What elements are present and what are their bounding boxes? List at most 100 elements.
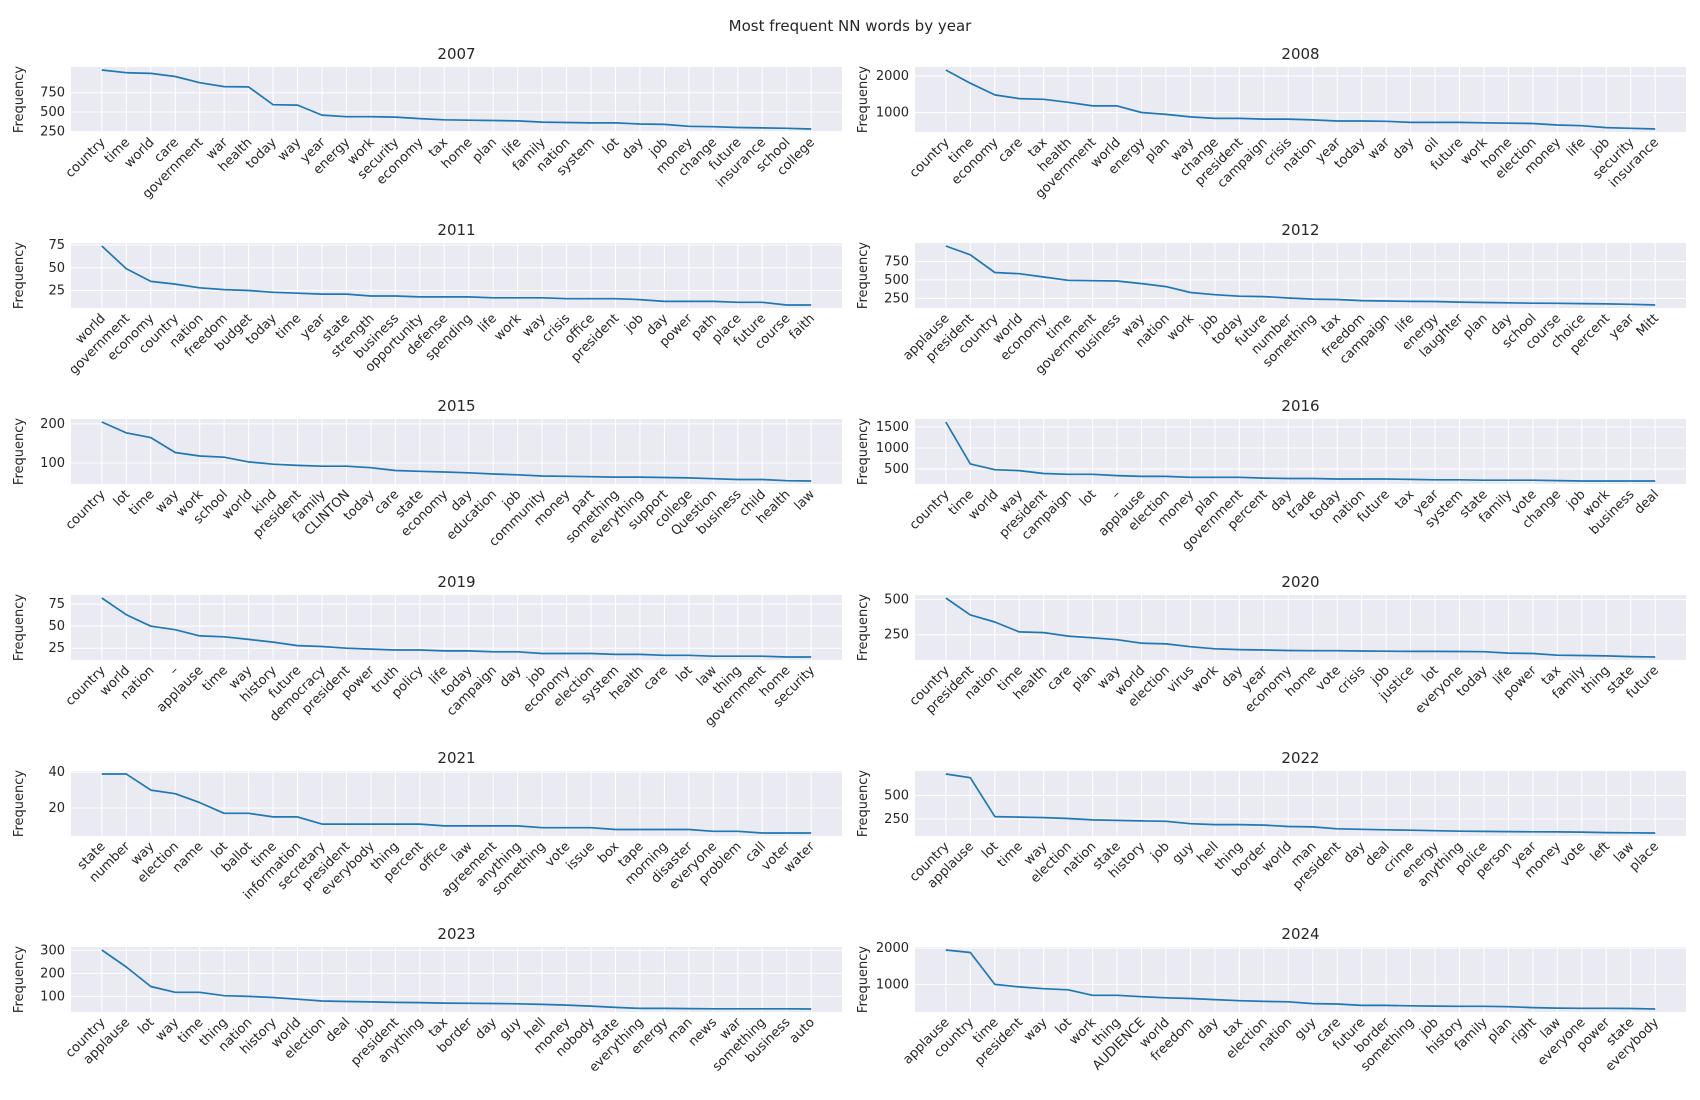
x-tick-label: time [200, 663, 231, 694]
data-point [1605, 126, 1607, 128]
data-point [174, 629, 176, 631]
data-point [296, 104, 298, 106]
data-point [125, 966, 127, 968]
data-point [761, 127, 763, 129]
x-tick-label: war [1365, 135, 1393, 163]
data-point [1507, 1005, 1509, 1007]
y-tick-label: 50 [48, 261, 65, 276]
data-point [639, 476, 641, 478]
data-point [1434, 1005, 1436, 1007]
data-point [419, 823, 421, 825]
y-tick-label: 100 [40, 989, 65, 1004]
data-point [443, 119, 445, 121]
data-point [712, 1008, 714, 1010]
data-point [394, 295, 396, 297]
data-point [1165, 113, 1167, 115]
data-point [1042, 98, 1044, 100]
data-point [419, 649, 421, 651]
data-point [639, 653, 641, 655]
data-point [663, 476, 665, 478]
data-point [590, 652, 592, 654]
y-tick-label: 20 [48, 801, 65, 816]
data-point [247, 461, 249, 463]
x-tick-label: news [686, 1015, 721, 1050]
data-point [419, 1001, 421, 1003]
data-point [969, 463, 971, 465]
data-point [1263, 295, 1265, 297]
data-point [1140, 282, 1142, 284]
data-point [468, 825, 470, 827]
y-tick-label: 25 [48, 641, 65, 656]
data-point [394, 649, 396, 651]
data-point [541, 475, 543, 477]
data-point [614, 476, 616, 478]
data-point [1238, 295, 1240, 297]
plot-area [71, 243, 842, 308]
data-point [223, 288, 225, 290]
subplot-title: 2011 [437, 221, 475, 239]
data-point [492, 119, 494, 121]
data-point [1018, 97, 1020, 99]
data-point [1605, 655, 1607, 657]
x-tick-label: deal [1632, 487, 1662, 517]
data-point [174, 283, 176, 285]
y-tick-label: 200 [40, 966, 65, 981]
data-point [296, 998, 298, 1000]
data-point [247, 812, 249, 814]
data-point [994, 983, 996, 985]
x-tick-label: law [792, 487, 819, 514]
x-tick-label: day [472, 1015, 500, 1043]
data-point [565, 297, 567, 299]
data-point [370, 823, 372, 825]
data-point [1165, 475, 1167, 477]
y-axis-label: Frequency [12, 946, 27, 1013]
data-point [663, 123, 665, 125]
data-point [688, 300, 690, 302]
x-tick-label: guy [497, 1015, 525, 1043]
x-tick-label: lot [600, 135, 622, 157]
x-tick-label: applause [154, 663, 206, 715]
data-point [737, 830, 739, 832]
data-point [516, 120, 518, 122]
data-point [101, 69, 103, 71]
data-point [614, 1006, 616, 1008]
subplot-title: 2016 [1281, 397, 1319, 415]
data-point [1067, 279, 1069, 281]
data-point [737, 1008, 739, 1010]
data-point [1507, 830, 1509, 832]
data-point [1336, 649, 1338, 651]
data-point [419, 296, 421, 298]
series-line [945, 69, 1656, 130]
data-point [492, 651, 494, 653]
y-axis-label: Frequency [856, 418, 871, 485]
data-point [1654, 480, 1656, 482]
x-tick-label: country [63, 135, 109, 181]
data-point [994, 94, 996, 96]
data-point [1263, 118, 1265, 120]
data-point [492, 297, 494, 299]
data-point [1581, 831, 1583, 833]
data-point [1312, 119, 1314, 121]
data-point [786, 304, 788, 306]
data-point [321, 465, 323, 467]
y-tick-label: 75 [48, 597, 65, 612]
x-tick-label: care [996, 135, 1027, 166]
data-point [1140, 996, 1142, 998]
x-tick-label: vote [1558, 839, 1589, 870]
data-point [786, 656, 788, 658]
data-point [1532, 1006, 1534, 1008]
plot-area [915, 419, 1686, 484]
subplot-2016: 50010001500countrytimeworldwaypresidentc… [856, 397, 1686, 554]
x-tick-label: plan [1142, 135, 1172, 165]
data-point [1556, 654, 1558, 656]
data-point [1312, 649, 1314, 651]
data-point [541, 826, 543, 828]
y-axis-label: Frequency [12, 242, 27, 309]
data-point [174, 792, 176, 794]
data-point [1385, 300, 1387, 302]
data-point [272, 641, 274, 643]
data-point [345, 293, 347, 295]
